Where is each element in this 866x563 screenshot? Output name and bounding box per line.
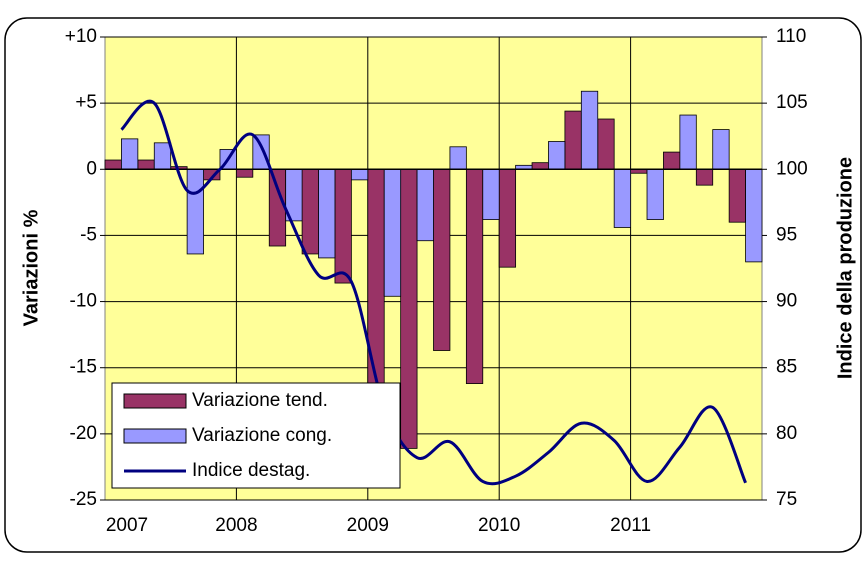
bar — [465, 168, 484, 384]
legend-swatch — [123, 428, 187, 444]
bar — [153, 142, 172, 170]
y2-tick-label: 105 — [776, 92, 808, 113]
bar — [334, 168, 352, 284]
y-tick-label: -25 — [70, 489, 97, 510]
bar — [712, 129, 730, 170]
bar — [268, 168, 287, 247]
y2-tick-label: 80 — [776, 423, 797, 444]
legend-label: Variazione tend. — [192, 390, 328, 411]
x-tick-label: 2011 — [610, 515, 651, 536]
bar — [252, 134, 270, 170]
legend-label: Variazione cong. — [192, 425, 332, 446]
bar — [449, 146, 467, 170]
x-tick-label: 2008 — [215, 515, 257, 536]
y-tick-label: 0 — [86, 158, 97, 179]
bar — [235, 168, 254, 178]
bar — [482, 168, 500, 220]
y2-axis-title: Indice della produzione — [834, 157, 856, 379]
bar — [186, 168, 204, 255]
bar — [580, 90, 599, 170]
line-series — [120, 99, 747, 486]
y2-tick-label: 110 — [776, 26, 806, 47]
bar — [416, 168, 434, 242]
bar — [597, 118, 615, 170]
x-tick-label: 2007 — [106, 515, 148, 536]
bar — [433, 168, 451, 351]
bar — [498, 168, 517, 268]
y-tick-label: +5 — [75, 92, 97, 113]
bar — [350, 168, 369, 181]
y-axis-title: Variazioni % — [20, 209, 42, 326]
bar — [695, 168, 714, 186]
bar — [548, 141, 566, 170]
bar — [663, 151, 681, 170]
bar — [400, 168, 418, 449]
y2-tick-label: 95 — [776, 224, 797, 245]
x-tick-label: 2009 — [347, 515, 389, 536]
bar — [137, 159, 155, 170]
y-tick-label: -15 — [70, 357, 97, 378]
bar — [745, 168, 763, 263]
bar — [728, 168, 746, 223]
y-tick-label: -20 — [70, 423, 97, 444]
bar — [646, 168, 664, 220]
bar — [121, 138, 139, 170]
bar — [531, 162, 549, 170]
x-tick-label: 2010 — [478, 515, 520, 536]
y2-tick-label: 75 — [776, 489, 797, 510]
y2-tick-label: 85 — [776, 357, 797, 378]
legend-label: Indice destag. — [192, 460, 310, 481]
bar — [613, 168, 631, 228]
bar — [318, 168, 336, 259]
bar — [383, 168, 402, 297]
bar — [564, 110, 582, 170]
bar — [679, 114, 697, 170]
y-tick-label: +10 — [65, 26, 97, 47]
y-tick-label: -5 — [80, 224, 97, 245]
bar — [104, 159, 122, 170]
y2-tick-label: 100 — [776, 158, 808, 179]
bar — [301, 168, 319, 255]
y2-tick-label: 90 — [776, 291, 797, 312]
legend-swatch — [123, 393, 187, 409]
y-tick-label: -10 — [70, 291, 97, 312]
